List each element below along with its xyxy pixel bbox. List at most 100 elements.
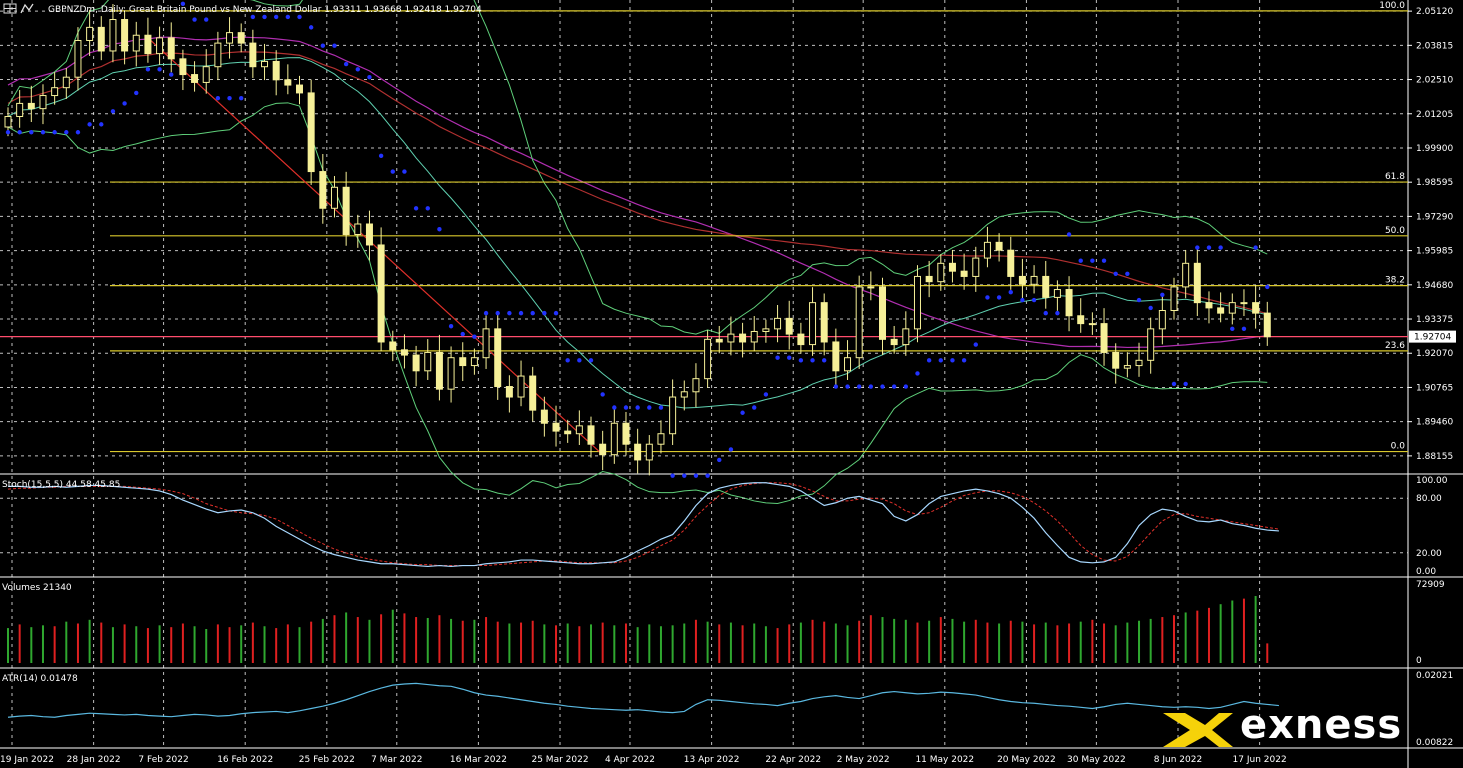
parabolic-sar-dot [810,358,815,363]
chart-header: GBPNZDm, Daily: Great Britain Pound vs N… [3,3,482,15]
price-tick-label: 1.92070 [1416,349,1453,359]
atr-line [7,682,1279,718]
candle-body [109,19,117,52]
candle-body [1240,302,1248,305]
candle [948,249,956,283]
candle [156,26,164,65]
parabolic-sar-dot [822,358,827,363]
candle-body [1065,289,1073,317]
parabolic-sar-dot [1171,381,1177,387]
parabolic-sar-dot [856,384,862,389]
candle [272,50,280,96]
candle [529,366,537,422]
parabolic-sar-dot [390,169,395,174]
parabolic-sar-dot [670,473,675,478]
candle [995,233,1003,262]
candle-body [902,328,910,346]
parabolic-sar-dot [87,122,92,127]
candle-body [750,330,758,343]
stoch-pane[interactable]: Stoch(15,5,5) 44.58 45.85 100.00 80.00 20.0… [0,476,1448,577]
fibonacci-level-label: 23.6 [1385,341,1405,351]
candle [1088,312,1096,335]
candle [1252,285,1260,329]
parabolic-sar-dot [635,405,640,410]
candle-body [494,328,502,388]
candle [482,315,490,369]
parabolic-sar-dot [1265,284,1270,290]
candle-body [86,26,94,41]
candle-body [855,286,863,359]
parabolic-sar-dot [577,358,582,363]
parabolic-sar-dot [717,457,722,463]
parabolic-sar-dot [483,310,489,316]
parabolic-sar-dot [273,14,279,20]
chart-type-icon [20,3,34,14]
candle [809,287,817,356]
price-tick-label: 2.01205 [1416,110,1453,120]
parabolic-sar-dot [926,358,932,363]
candle-body [97,26,105,52]
price-tick-label: 1.99900 [1416,144,1453,154]
fibonacci-level-label: 50.0 [1385,226,1405,236]
parabolic-sar-dot [285,14,291,20]
candle-body [879,286,886,340]
candle-body [435,351,443,390]
parabolic-sar-dot [623,405,629,410]
candle-body [1077,315,1085,325]
candle-body [599,443,607,456]
price-tick-label: 1.98595 [1416,178,1453,188]
candle-body [634,443,642,461]
candle [797,322,805,354]
candle-body [610,422,618,456]
candle [1053,280,1061,311]
parabolic-sar-dot [705,473,710,478]
parabolic-sar-dot [180,1,186,6]
candle-body [657,433,665,445]
candle [657,420,665,454]
candle-body [575,425,583,435]
candle-body [645,443,653,461]
candle [1182,249,1190,299]
parabolic-sar-dot [169,72,174,77]
candle-body [680,391,688,398]
candle-body [1135,359,1143,367]
candle [459,342,467,382]
candle-body [226,32,234,44]
candle-body [319,171,327,209]
parabolic-sar-dot [1218,245,1223,250]
parabolic-sar-dot [1136,297,1142,303]
candle-body [39,95,47,110]
candle [879,277,886,355]
candle [634,428,642,474]
parabolic-sar-dot [1241,326,1247,332]
candle [249,29,257,78]
main-pane[interactable]: 100.0 61.8 50.0 38.2 23.6 0.0 [0,0,1408,504]
candle-body [820,302,828,343]
parabolic-sar-dot [787,355,792,360]
candle [1240,289,1248,317]
candle [424,339,432,380]
candle [377,227,385,352]
parabolic-sar-dot [833,384,839,389]
candle-body [447,357,455,390]
date-label: 7 Feb 2022 [138,755,188,765]
candle [925,260,933,298]
chart-grid [0,0,1408,748]
candle [564,419,572,443]
candle-body [400,349,408,356]
candle-body [1112,351,1120,369]
candle-body [937,262,945,283]
candle [261,43,269,81]
volume-pane[interactable]: Volumes 21340 72909 0 [2,580,1445,666]
candle [587,416,595,458]
date-label: 20 May 2022 [997,755,1056,765]
exness-logo-icon [1163,713,1233,747]
candle-body [202,66,210,83]
parabolic-sar-dot [460,331,465,337]
candle [109,4,117,63]
stoch-main-line [8,482,1279,568]
candle-body [4,116,12,128]
atr-pane[interactable]: ATR(14) 0.01478 0.02021 0.00822 [2,671,1453,748]
parabolic-sar-dot [308,25,314,30]
